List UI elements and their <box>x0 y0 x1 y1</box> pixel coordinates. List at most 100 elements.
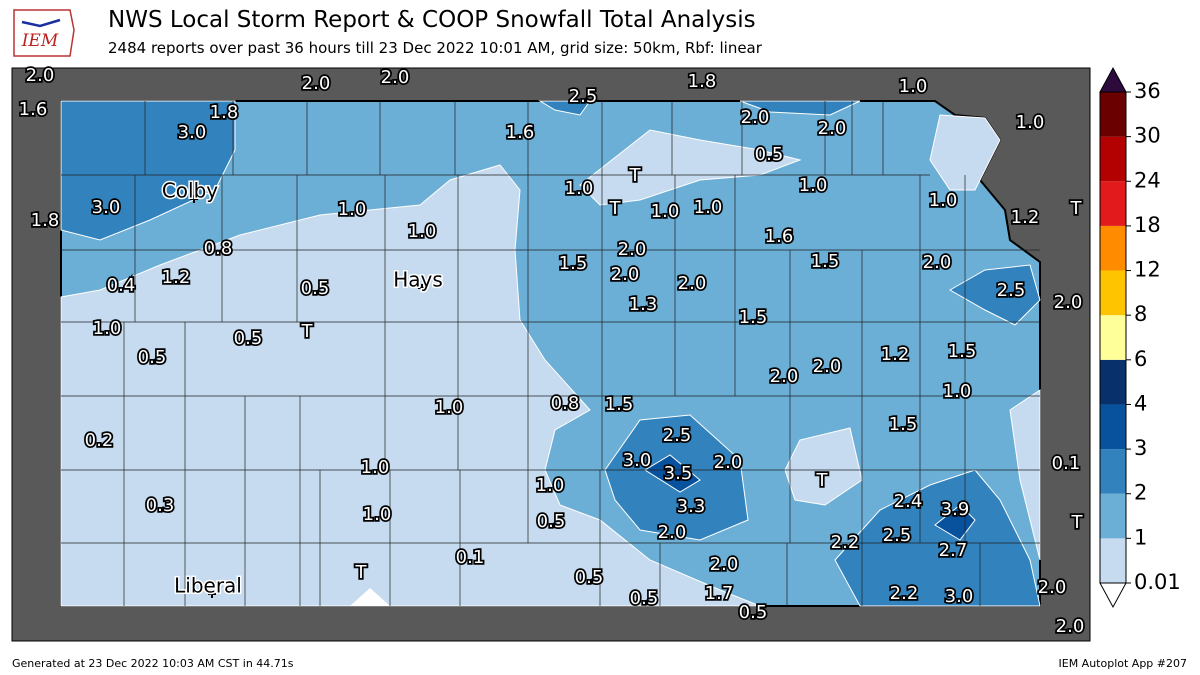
report-label: T <box>609 198 622 219</box>
report-label: T <box>1071 512 1084 533</box>
colorbar-label: 6 <box>1134 347 1147 371</box>
report-label: 1.0 <box>435 397 464 418</box>
colorbar-label: 8 <box>1134 302 1147 326</box>
colorbar-segment <box>1100 493 1126 539</box>
report-label: 0.1 <box>1052 453 1081 474</box>
report-label: 1.5 <box>889 414 918 435</box>
report-label: 1.0 <box>361 457 390 478</box>
colorbar-label: 18 <box>1134 213 1161 237</box>
city-marker <box>190 195 198 203</box>
report-label: 1.0 <box>651 201 680 222</box>
colorbar-segment <box>1100 270 1126 316</box>
report-label: 2.0 <box>741 107 770 128</box>
report-label: 0.5 <box>755 144 784 165</box>
report-label: 2.5 <box>883 525 912 546</box>
report-label: 1.5 <box>739 307 768 328</box>
report-label: 0.8 <box>204 238 233 259</box>
logo-text: IEM <box>21 31 59 51</box>
colorbar-label: 36 <box>1134 79 1161 103</box>
report-label: 2.0 <box>611 264 640 285</box>
report-label: 2.0 <box>26 65 55 86</box>
report-label: 1.6 <box>506 122 535 143</box>
report-label: 1.8 <box>688 71 717 92</box>
report-label: 2.0 <box>770 366 799 387</box>
report-label: 2.2 <box>890 583 919 604</box>
report-label: 3.5 <box>664 463 693 484</box>
report-label: 2.0 <box>1054 292 1083 313</box>
report-label: T <box>816 470 829 491</box>
report-label: 1.5 <box>559 253 588 274</box>
report-label: 1.3 <box>629 294 658 315</box>
colorbar-segment <box>1100 538 1126 583</box>
report-label: 1.2 <box>881 344 910 365</box>
report-label: 3.0 <box>92 197 121 218</box>
report-label: 2.2 <box>831 532 860 553</box>
report-label: 0.5 <box>234 328 263 349</box>
report-label: 2.0 <box>1038 577 1067 598</box>
report-label: 2.5 <box>569 86 598 107</box>
colorbar-frame <box>1099 91 1127 584</box>
colorbar-segment <box>1100 136 1126 182</box>
city-marker <box>208 590 216 598</box>
report-label: T <box>301 321 314 342</box>
report-label: 2.0 <box>818 118 847 139</box>
report-label: 1.0 <box>929 190 958 211</box>
report-label: 2.0 <box>302 73 331 94</box>
report-label: 2.7 <box>939 540 968 561</box>
report-label: 1.2 <box>162 267 191 288</box>
colorbar-segment <box>1100 359 1126 405</box>
report-label: 1.0 <box>565 178 594 199</box>
subtitle: 2484 reports over past 36 hours till 23 … <box>108 39 763 57</box>
colorbar-label: 24 <box>1134 168 1161 192</box>
report-label: 0.8 <box>551 393 580 414</box>
footer-left: Generated at 23 Dec 2022 10:03 AM CST in… <box>12 657 294 670</box>
report-label: 2.4 <box>894 491 923 512</box>
report-label: 2.0 <box>714 452 743 473</box>
report-label: 1.0 <box>694 197 723 218</box>
report-label: 3.0 <box>178 122 207 143</box>
footer-right: IEM Autoplot App #207 <box>1059 657 1188 670</box>
report-label: 0.3 <box>146 495 175 516</box>
colorbar-label: 4 <box>1134 391 1147 415</box>
report-label: 2.0 <box>1056 616 1085 637</box>
report-label: 2.5 <box>997 280 1026 301</box>
colorbar-segment <box>1100 225 1126 271</box>
report-label: 0.5 <box>138 347 167 368</box>
report-label: 2.0 <box>710 554 739 575</box>
report-label: 1.8 <box>210 102 239 123</box>
report-label: 1.0 <box>338 199 367 220</box>
report-label: 2.0 <box>658 522 687 543</box>
report-label: 0.5 <box>301 278 330 299</box>
report-label: 2.0 <box>381 67 410 88</box>
colorbar-segment <box>1100 404 1126 450</box>
report-label: 2.0 <box>923 252 952 273</box>
report-label: 0.5 <box>739 602 768 623</box>
colorbar-label: 30 <box>1134 124 1161 148</box>
map-area <box>11 67 1091 642</box>
report-label: 2.5 <box>663 425 692 446</box>
report-label: 1.6 <box>19 99 48 120</box>
report-label: 0.4 <box>107 275 136 296</box>
report-label: 1.8 <box>31 210 60 231</box>
city-label: Colby <box>162 179 218 203</box>
report-label: 1.5 <box>811 251 840 272</box>
logo: IEM <box>13 9 75 57</box>
report-label: 0.5 <box>630 588 659 609</box>
report-label: 0.2 <box>85 430 114 451</box>
report-label: T <box>629 165 642 186</box>
report-label: 1.0 <box>899 76 928 97</box>
colorbar-segment <box>1100 181 1126 226</box>
report-label: 3.3 <box>677 496 706 517</box>
report-label: 3.0 <box>623 450 652 471</box>
report-label: 1.0 <box>93 318 122 339</box>
report-label: 1.0 <box>943 381 972 402</box>
report-label: 1.6 <box>765 226 794 247</box>
city-marker <box>418 284 426 292</box>
report-label: 2.0 <box>813 356 842 377</box>
report-label: 1.0 <box>408 221 437 242</box>
report-label: 1.5 <box>605 394 634 415</box>
colorbar-segment <box>1100 449 1126 494</box>
title: NWS Local Storm Report & COOP Snowfall T… <box>108 7 756 33</box>
report-label: 1.0 <box>536 475 565 496</box>
